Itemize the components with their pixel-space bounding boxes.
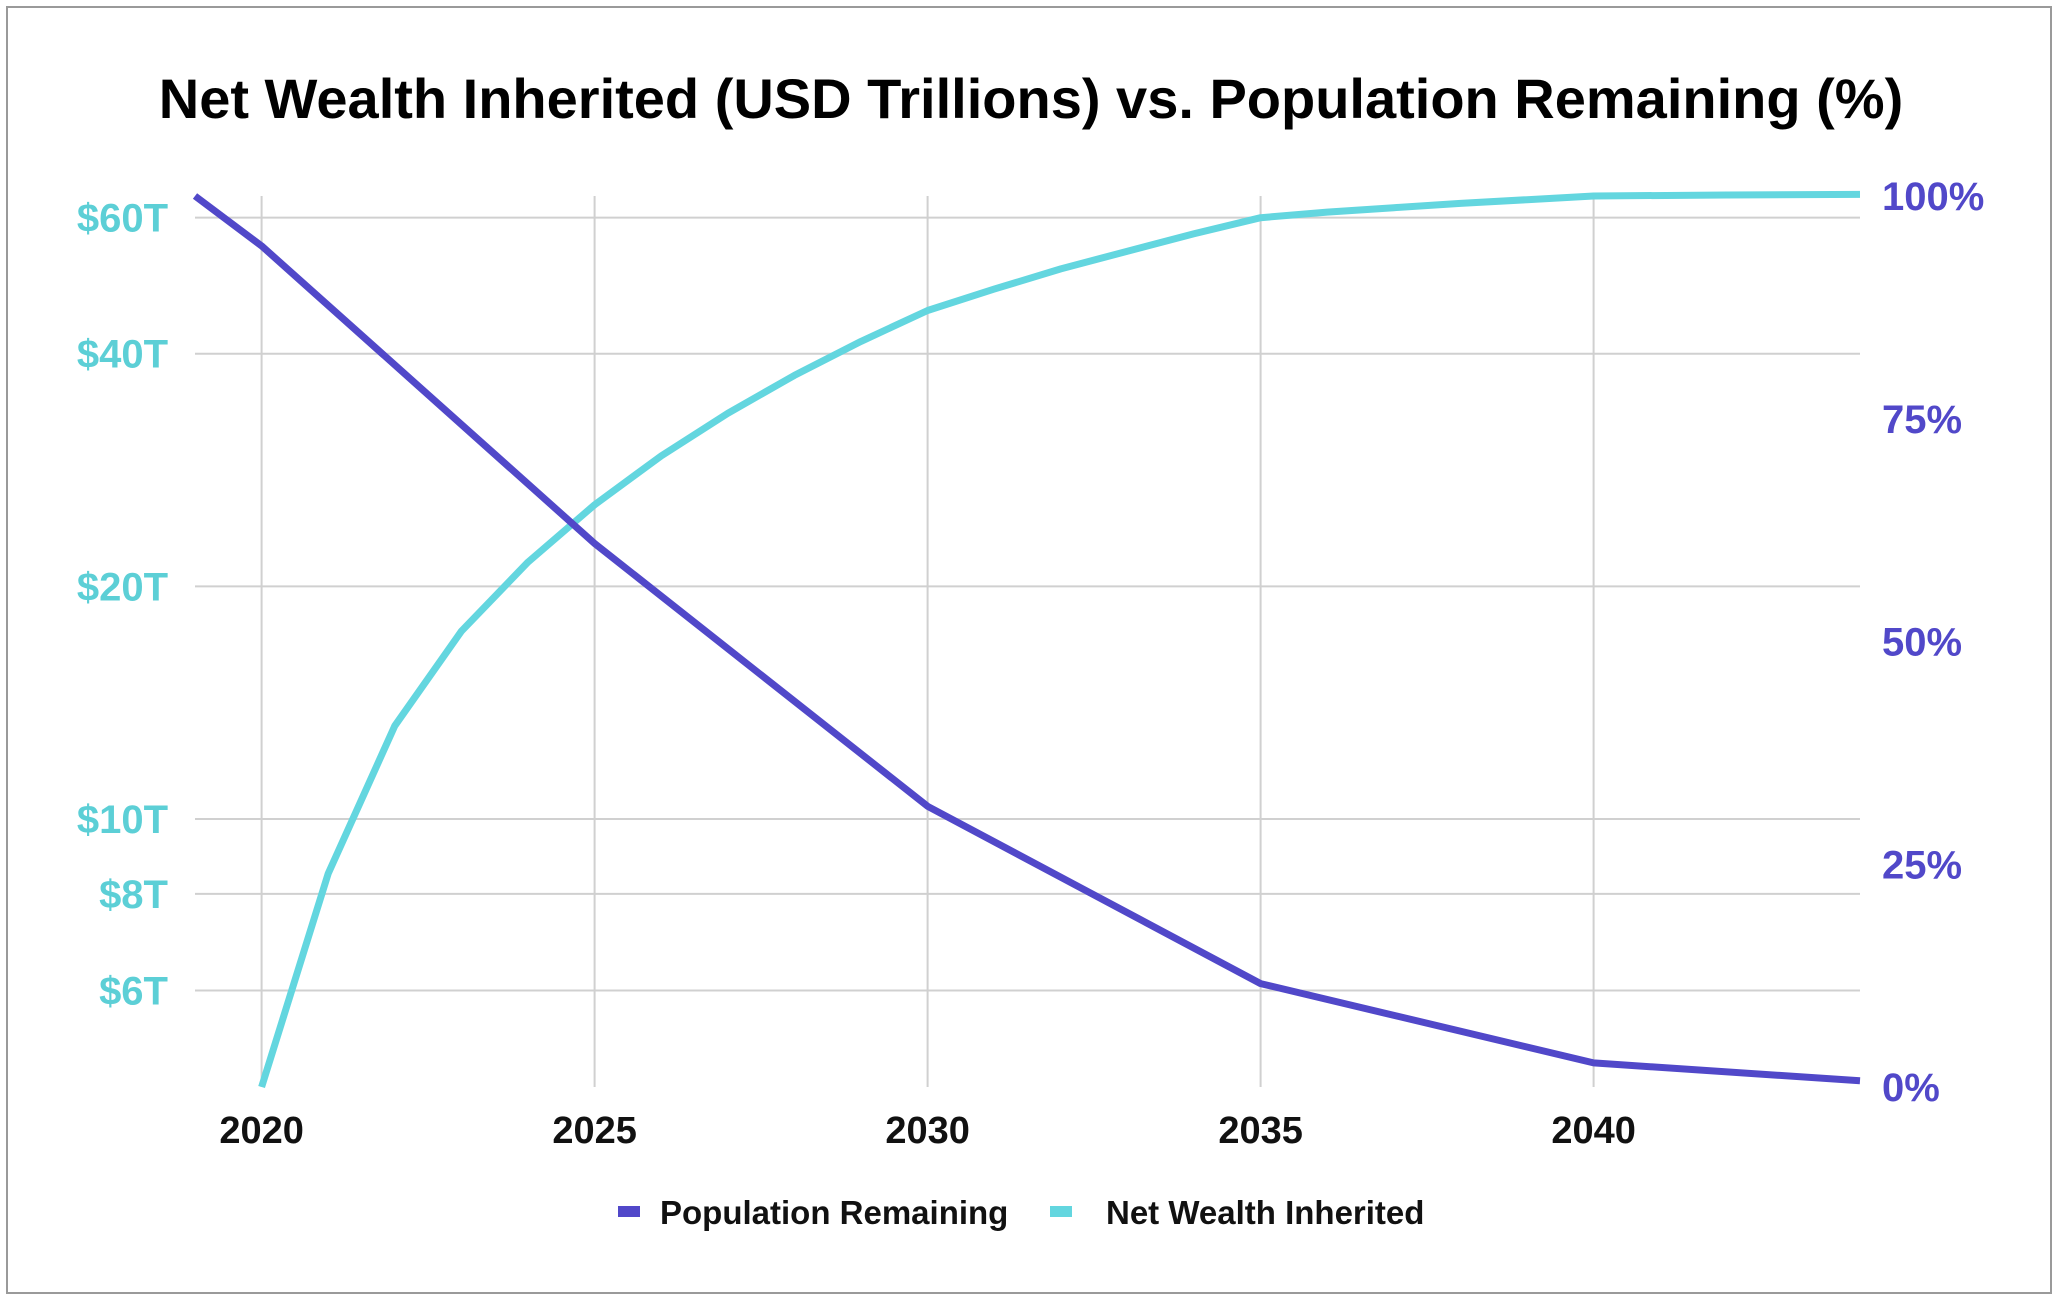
left-axis-ticks: $6T $8T $10T $20T $40T $60T xyxy=(77,197,168,1014)
x-tick-label: 2020 xyxy=(219,1110,304,1152)
right-tick-label: 0% xyxy=(1882,1066,1940,1110)
left-tick-label: $20T xyxy=(77,565,168,609)
legend-swatch xyxy=(1050,1206,1072,1217)
right-tick-label: 50% xyxy=(1882,621,1962,665)
gridlines xyxy=(195,196,1860,1087)
left-tick-label: $6T xyxy=(99,969,168,1013)
chart-frame xyxy=(6,6,2052,1294)
left-tick-label: $60T xyxy=(77,197,168,241)
legend: Population Remaining Net Wealth Inherited xyxy=(618,1194,1424,1231)
right-tick-label: 100% xyxy=(1882,175,1984,219)
right-axis-ticks: 0% 25% 50% 75% 100% xyxy=(1882,175,1984,1110)
x-tick-label: 2040 xyxy=(1551,1110,1636,1152)
right-tick-label: 25% xyxy=(1882,843,1962,887)
chart-title: Net Wealth Inherited (USD Trillions) vs.… xyxy=(158,67,1904,130)
x-tick-label: 2030 xyxy=(885,1110,970,1152)
legend-label: Population Remaining xyxy=(660,1194,1008,1231)
x-tick-label: 2035 xyxy=(1218,1110,1303,1152)
series-line-population-remaining xyxy=(192,193,1861,1085)
series-lines xyxy=(192,190,1861,1089)
x-axis-ticks: 2020 2025 2030 2035 2040 xyxy=(219,1110,1636,1152)
x-tick-label: 2025 xyxy=(552,1110,637,1152)
right-tick-label: 75% xyxy=(1882,398,1962,442)
left-tick-label: $40T xyxy=(77,333,168,377)
series-line-net-wealth-inherited xyxy=(258,190,1861,1089)
legend-swatch xyxy=(618,1206,640,1217)
legend-label: Net Wealth Inherited xyxy=(1106,1194,1424,1231)
left-tick-label: $10T xyxy=(77,798,168,842)
left-tick-label: $8T xyxy=(99,873,168,917)
